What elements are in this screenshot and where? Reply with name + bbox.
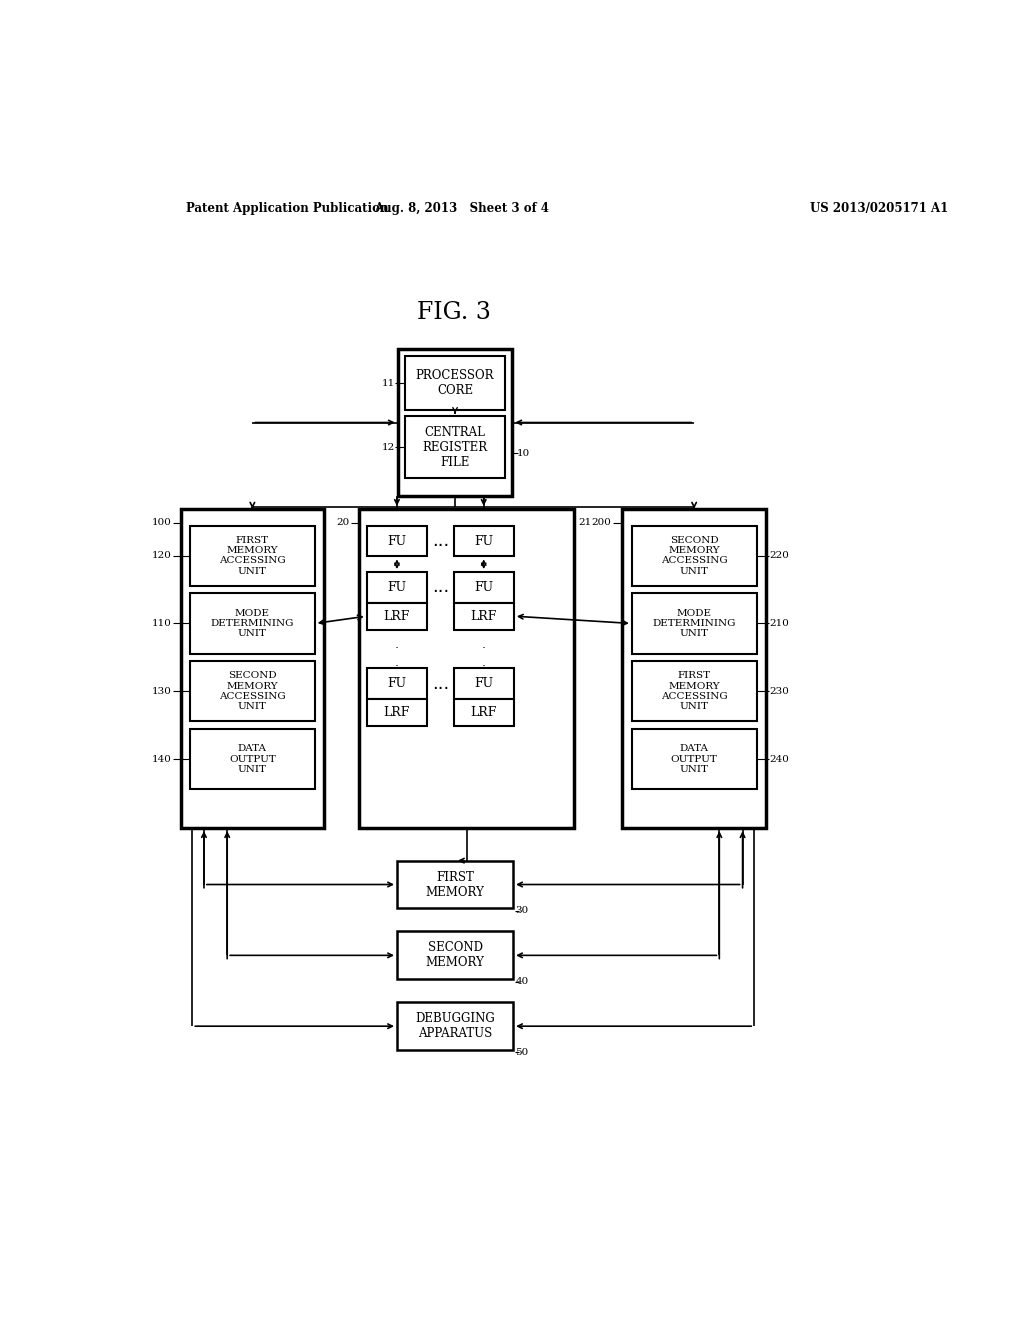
Bar (367, 700, 427, 726)
Bar (623, 508, 766, 829)
Text: FU: FU (387, 535, 407, 548)
Text: 110: 110 (152, 619, 171, 628)
Text: 40: 40 (515, 977, 528, 986)
Bar (190, 661, 314, 721)
Bar (359, 508, 574, 829)
Text: FU: FU (387, 677, 407, 690)
Text: DEBUGGING
APPARATUS: DEBUGGING APPARATUS (415, 1012, 495, 1040)
Text: LRF: LRF (384, 610, 411, 623)
Text: 100: 100 (152, 519, 171, 527)
Bar (180, 508, 324, 829)
Text: MODE
DETERMINING
UNIT: MODE DETERMINING UNIT (652, 609, 736, 639)
Text: 50: 50 (515, 1048, 528, 1057)
Text: LRF: LRF (471, 706, 497, 719)
Text: 130: 130 (152, 686, 171, 696)
Text: PROCESSOR
CORE: PROCESSOR CORE (416, 370, 495, 397)
Bar (454, 700, 514, 726)
Bar (404, 356, 506, 411)
Text: 10: 10 (517, 449, 530, 458)
Text: LRF: LRF (384, 706, 411, 719)
Bar (397, 861, 513, 908)
Text: Aug. 8, 2013   Sheet 3 of 4: Aug. 8, 2013 Sheet 3 of 4 (374, 202, 549, 215)
Text: LRF: LRF (471, 610, 497, 623)
Text: DATA
OUTPUT
UNIT: DATA OUTPUT UNIT (671, 744, 718, 774)
Bar (397, 350, 512, 496)
Text: FIG. 3: FIG. 3 (417, 301, 490, 323)
Text: 20: 20 (337, 519, 349, 527)
Text: 230: 230 (770, 686, 790, 696)
Text: ·
·
·: · · · (395, 624, 399, 673)
Text: MODE
DETERMINING
UNIT: MODE DETERMINING UNIT (211, 609, 294, 639)
Bar (367, 603, 427, 630)
Text: FIRST
MEMORY: FIRST MEMORY (426, 870, 484, 899)
Text: Patent Application Publication: Patent Application Publication (186, 202, 389, 215)
Text: 11: 11 (381, 379, 394, 388)
Text: FU: FU (474, 581, 494, 594)
Text: ...: ... (432, 532, 449, 550)
Bar (367, 668, 427, 700)
Text: CENTRAL
REGISTER
FILE: CENTRAL REGISTER FILE (423, 425, 487, 469)
Bar (190, 729, 314, 789)
Text: ·
·
·: · · · (481, 624, 485, 673)
Bar (397, 1002, 513, 1051)
Bar (454, 668, 514, 700)
Bar (404, 416, 506, 478)
Bar (632, 661, 757, 721)
Bar (397, 932, 513, 979)
Text: 240: 240 (770, 755, 790, 763)
Text: 21: 21 (579, 519, 592, 527)
Text: 30: 30 (515, 907, 528, 915)
Bar (190, 594, 314, 653)
Text: 210: 210 (770, 619, 790, 628)
Text: SECOND
MEMORY
ACCESSING
UNIT: SECOND MEMORY ACCESSING UNIT (660, 536, 727, 576)
Text: 220: 220 (770, 552, 790, 560)
Text: SECOND
MEMORY: SECOND MEMORY (426, 941, 484, 969)
Text: US 2013/0205171 A1: US 2013/0205171 A1 (810, 202, 948, 215)
Text: 12: 12 (381, 442, 394, 451)
Bar (632, 594, 757, 653)
Text: ...: ... (432, 578, 449, 597)
Bar (190, 525, 314, 586)
Text: 120: 120 (152, 552, 171, 560)
Bar (454, 603, 514, 630)
Bar (454, 525, 514, 557)
Bar (367, 572, 427, 603)
Text: FU: FU (387, 581, 407, 594)
Text: FU: FU (474, 677, 494, 690)
Bar (632, 729, 757, 789)
Bar (454, 572, 514, 603)
Bar (367, 525, 427, 557)
Text: FU: FU (474, 535, 494, 548)
Bar (632, 525, 757, 586)
Text: 200: 200 (591, 519, 611, 527)
Text: ...: ... (432, 675, 449, 693)
Text: 140: 140 (152, 755, 171, 763)
Text: DATA
OUTPUT
UNIT: DATA OUTPUT UNIT (229, 744, 275, 774)
Text: FIRST
MEMORY
ACCESSING
UNIT: FIRST MEMORY ACCESSING UNIT (219, 536, 286, 576)
Text: SECOND
MEMORY
ACCESSING
UNIT: SECOND MEMORY ACCESSING UNIT (219, 671, 286, 711)
Text: FIRST
MEMORY
ACCESSING
UNIT: FIRST MEMORY ACCESSING UNIT (660, 671, 727, 711)
